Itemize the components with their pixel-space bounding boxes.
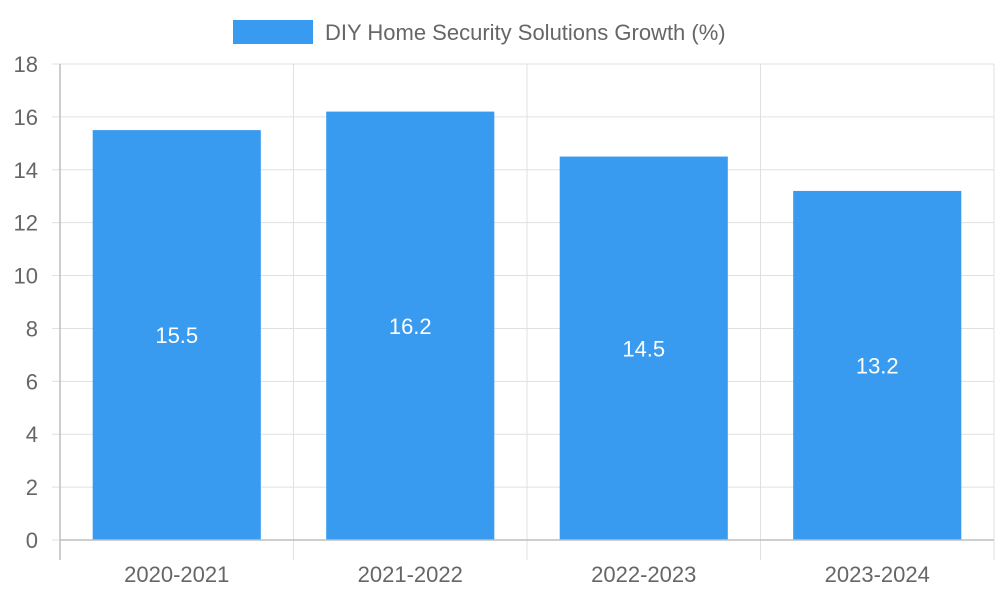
y-tick-label: 0	[26, 528, 38, 553]
bar-2022-2023[interactable]	[559, 156, 728, 541]
bar-value-label: 15.5	[155, 323, 198, 348]
legend-swatch	[233, 20, 313, 44]
bar-value-label: 16.2	[389, 314, 432, 339]
y-tick-label: 14	[14, 158, 38, 183]
y-tick-label: 10	[14, 264, 38, 289]
y-tick-label: 8	[26, 316, 38, 341]
axes: 0 2 4 6 8 10 12 14 16 18 2020-2021 2021-2022 2022-20…	[14, 52, 994, 587]
bars: 15.5 16.2 14.5 13.2	[92, 111, 962, 541]
x-tick-label: 2021-2022	[358, 562, 463, 587]
bar-value-label: 13.2	[856, 353, 899, 378]
legend[interactable]: DIY Home Security Solutions Growth (%)	[233, 20, 726, 45]
bar-value-label: 14.5	[622, 336, 665, 361]
bar-2023-2024[interactable]	[793, 190, 962, 540]
bar-2021-2022[interactable]	[326, 111, 495, 540]
legend-label: DIY Home Security Solutions Growth (%)	[325, 20, 726, 45]
x-tick-label: 2022-2023	[591, 562, 696, 587]
bar-2020-2021[interactable]	[92, 130, 261, 540]
x-tick-label: 2023-2024	[825, 562, 930, 587]
x-tick-label: 2020-2021	[124, 562, 229, 587]
y-tick-label: 4	[26, 422, 38, 447]
y-tick-label: 6	[26, 369, 38, 394]
y-tick-label: 18	[14, 52, 38, 77]
y-tick-label: 2	[26, 475, 38, 500]
y-tick-label: 16	[14, 105, 38, 130]
y-tick-label: 12	[14, 211, 38, 236]
